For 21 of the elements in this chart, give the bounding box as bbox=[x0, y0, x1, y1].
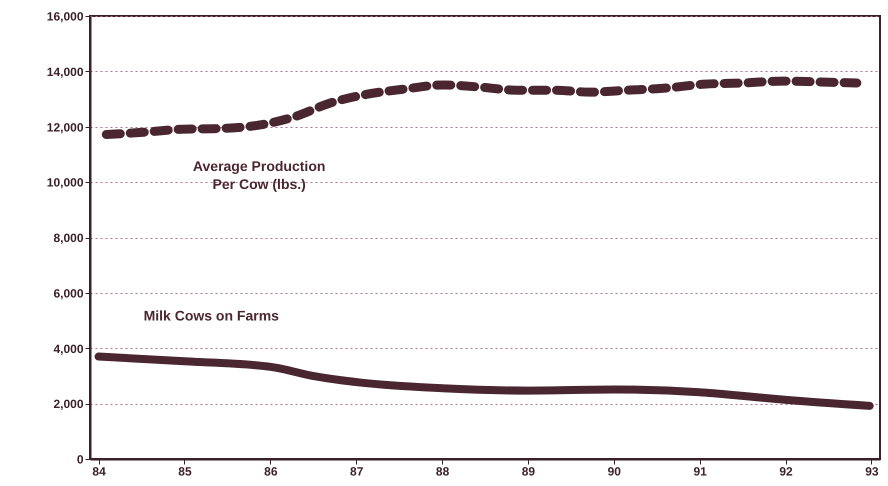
x-tick-label: 88 bbox=[436, 464, 450, 478]
x-tick-label: 85 bbox=[178, 464, 192, 478]
x-tick-label: 86 bbox=[264, 464, 278, 478]
text: Milk Cows on Farms bbox=[144, 308, 280, 324]
x-tick-label: 84 bbox=[92, 464, 106, 478]
y-tick-label: 2,000 bbox=[53, 397, 84, 412]
y-tick-label: 10,000 bbox=[46, 176, 84, 190]
x-tick-label: 89 bbox=[522, 464, 536, 478]
y-tick-label: 6,000 bbox=[53, 286, 84, 300]
x-tick-label: 92 bbox=[779, 464, 794, 478]
y-tick-label: 4,000 bbox=[53, 342, 84, 356]
y-tick-label: 14,000 bbox=[46, 64, 84, 79]
x-tick-label: 93 bbox=[865, 464, 879, 478]
text: Average Production Per Cow (lbs.) bbox=[192, 158, 326, 192]
x-tick-label: 90 bbox=[608, 464, 622, 478]
y-tick-label: 12,000 bbox=[46, 120, 84, 134]
x-tick-label: 91 bbox=[693, 464, 708, 478]
x-tick-label: 87 bbox=[350, 464, 364, 478]
y-tick-label: 0 bbox=[76, 452, 84, 466]
y-tick-label: 16,000 bbox=[46, 10, 84, 24]
y-tick-label: 8,000 bbox=[53, 231, 84, 245]
